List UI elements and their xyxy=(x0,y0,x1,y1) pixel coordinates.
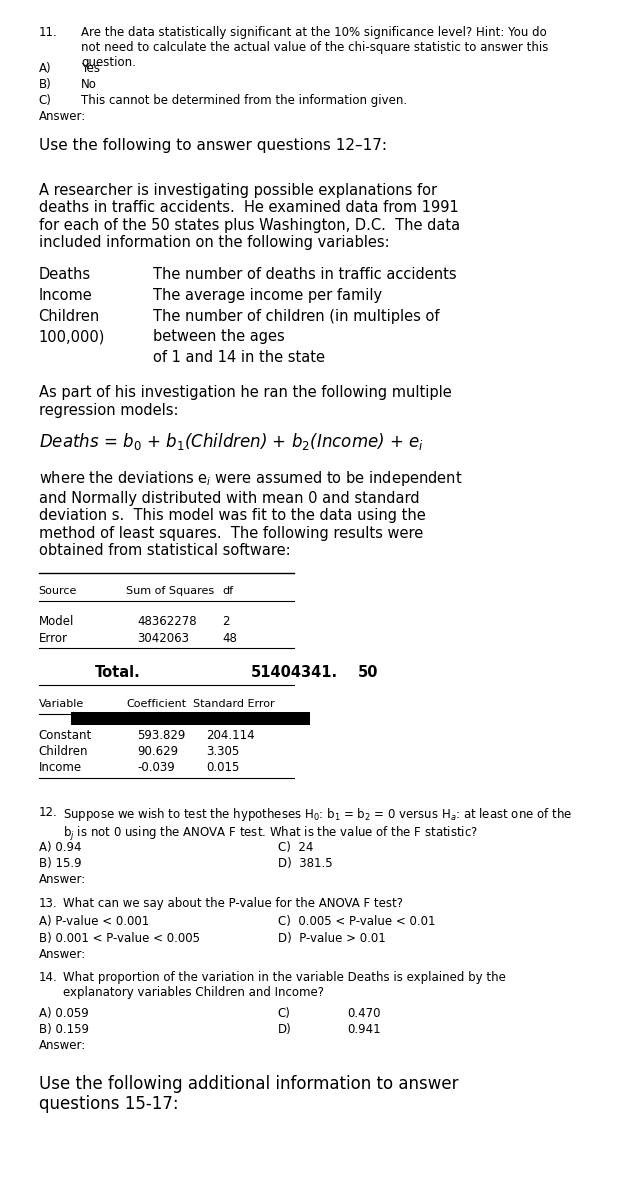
Text: As part of his investigation he ran the following multiple
regression models:: As part of his investigation he ran the … xyxy=(38,385,451,418)
Text: 12.: 12. xyxy=(38,805,58,818)
Text: Error: Error xyxy=(38,631,67,644)
Text: C): C) xyxy=(38,95,51,107)
Text: A) P-value < 0.001: A) P-value < 0.001 xyxy=(38,916,149,929)
Text: 90.629: 90.629 xyxy=(137,745,178,758)
Text: Variable: Variable xyxy=(38,700,84,709)
Text: -0.039: -0.039 xyxy=(137,761,175,774)
Text: Yes: Yes xyxy=(81,62,100,74)
Text: B) 0.001 < P-value < 0.005: B) 0.001 < P-value < 0.005 xyxy=(38,931,199,944)
Text: The number of deaths in traffic accidents: The number of deaths in traffic accident… xyxy=(153,268,457,282)
Text: B): B) xyxy=(38,78,51,91)
Text: 100,000): 100,000) xyxy=(38,329,105,344)
Text: 51404341.: 51404341. xyxy=(251,666,339,680)
Text: Answer:: Answer: xyxy=(38,948,86,961)
Text: Answer:: Answer: xyxy=(38,110,86,124)
Text: Deaths = b$_0$ + b$_1$(Children) + b$_2$(Income) + e$_i$: Deaths = b$_0$ + b$_1$(Children) + b$_2$… xyxy=(38,431,423,452)
Text: 0.470: 0.470 xyxy=(347,1007,381,1020)
Text: C)  0.005 < P-value < 0.01: C) 0.005 < P-value < 0.01 xyxy=(278,916,435,929)
Text: Model: Model xyxy=(38,616,74,629)
Text: A) 0.059: A) 0.059 xyxy=(38,1007,89,1020)
Text: df: df xyxy=(222,586,233,596)
Text: where the deviations e$_i$ were assumed to be independent
and Normally distribut: where the deviations e$_i$ were assumed … xyxy=(38,469,462,558)
Text: Answer:: Answer: xyxy=(38,1039,86,1052)
Text: 0.941: 0.941 xyxy=(347,1022,381,1036)
Text: Total.: Total. xyxy=(95,666,140,680)
Text: Children: Children xyxy=(38,745,88,758)
Bar xyxy=(71,712,310,725)
Text: Children: Children xyxy=(38,308,100,324)
Text: 593.829: 593.829 xyxy=(137,728,185,742)
Text: Sum of Squares: Sum of Squares xyxy=(126,586,214,596)
Text: D)  381.5: D) 381.5 xyxy=(278,857,332,870)
Text: A researcher is investigating possible explanations for
deaths in traffic accide: A researcher is investigating possible e… xyxy=(38,182,460,250)
Text: B) 0.159: B) 0.159 xyxy=(38,1022,89,1036)
Text: 3042063: 3042063 xyxy=(137,631,189,644)
Text: 204.114: 204.114 xyxy=(206,728,254,742)
Text: 50: 50 xyxy=(358,666,378,680)
Text: What can we say about the P-value for the ANOVA F test?: What can we say about the P-value for th… xyxy=(63,896,402,910)
Text: Answer:: Answer: xyxy=(38,874,86,887)
Text: Are the data statistically significant at the 10% significance level? Hint: You : Are the data statistically significant a… xyxy=(81,25,548,68)
Text: D): D) xyxy=(278,1022,292,1036)
Text: Deaths: Deaths xyxy=(38,268,91,282)
Text: 14.: 14. xyxy=(38,971,58,984)
Text: Standard Error: Standard Error xyxy=(193,700,274,709)
Text: Suppose we wish to test the hypotheses H$_0$: b$_1$ = b$_2$ = 0 versus H$_a$: at: Suppose we wish to test the hypotheses H… xyxy=(63,805,572,842)
Text: A) 0.94: A) 0.94 xyxy=(38,841,81,854)
Text: Source: Source xyxy=(38,586,77,596)
Text: 48: 48 xyxy=(222,631,237,644)
Text: 48362278: 48362278 xyxy=(137,616,197,629)
Text: 0.015: 0.015 xyxy=(206,761,240,774)
Text: D)  P-value > 0.01: D) P-value > 0.01 xyxy=(278,931,386,944)
Text: 3.305: 3.305 xyxy=(206,745,240,758)
Text: A): A) xyxy=(38,62,51,74)
Text: The number of children (in multiples of: The number of children (in multiples of xyxy=(153,308,439,324)
Text: 13.: 13. xyxy=(38,896,57,910)
Text: Use the following to answer questions 12–17:: Use the following to answer questions 12… xyxy=(38,138,387,154)
Text: Coefficient: Coefficient xyxy=(126,700,186,709)
Text: Income: Income xyxy=(38,288,92,304)
Text: 11.: 11. xyxy=(38,25,58,38)
Text: between the ages: between the ages xyxy=(153,329,285,344)
Text: What proportion of the variation in the variable Deaths is explained by the
expl: What proportion of the variation in the … xyxy=(63,971,505,1000)
Text: Constant: Constant xyxy=(38,728,92,742)
Text: C): C) xyxy=(278,1007,291,1020)
Text: C)  24: C) 24 xyxy=(278,841,313,854)
Text: of 1 and 14 in the state: of 1 and 14 in the state xyxy=(153,350,325,365)
Text: The average income per family: The average income per family xyxy=(153,288,382,304)
Text: This cannot be determined from the information given.: This cannot be determined from the infor… xyxy=(81,95,407,107)
Text: 2: 2 xyxy=(222,616,230,629)
Text: No: No xyxy=(81,78,97,91)
Text: Use the following additional information to answer
questions 15-17:: Use the following additional information… xyxy=(38,1074,458,1114)
Text: B) 15.9: B) 15.9 xyxy=(38,857,81,870)
Text: Income: Income xyxy=(38,761,82,774)
